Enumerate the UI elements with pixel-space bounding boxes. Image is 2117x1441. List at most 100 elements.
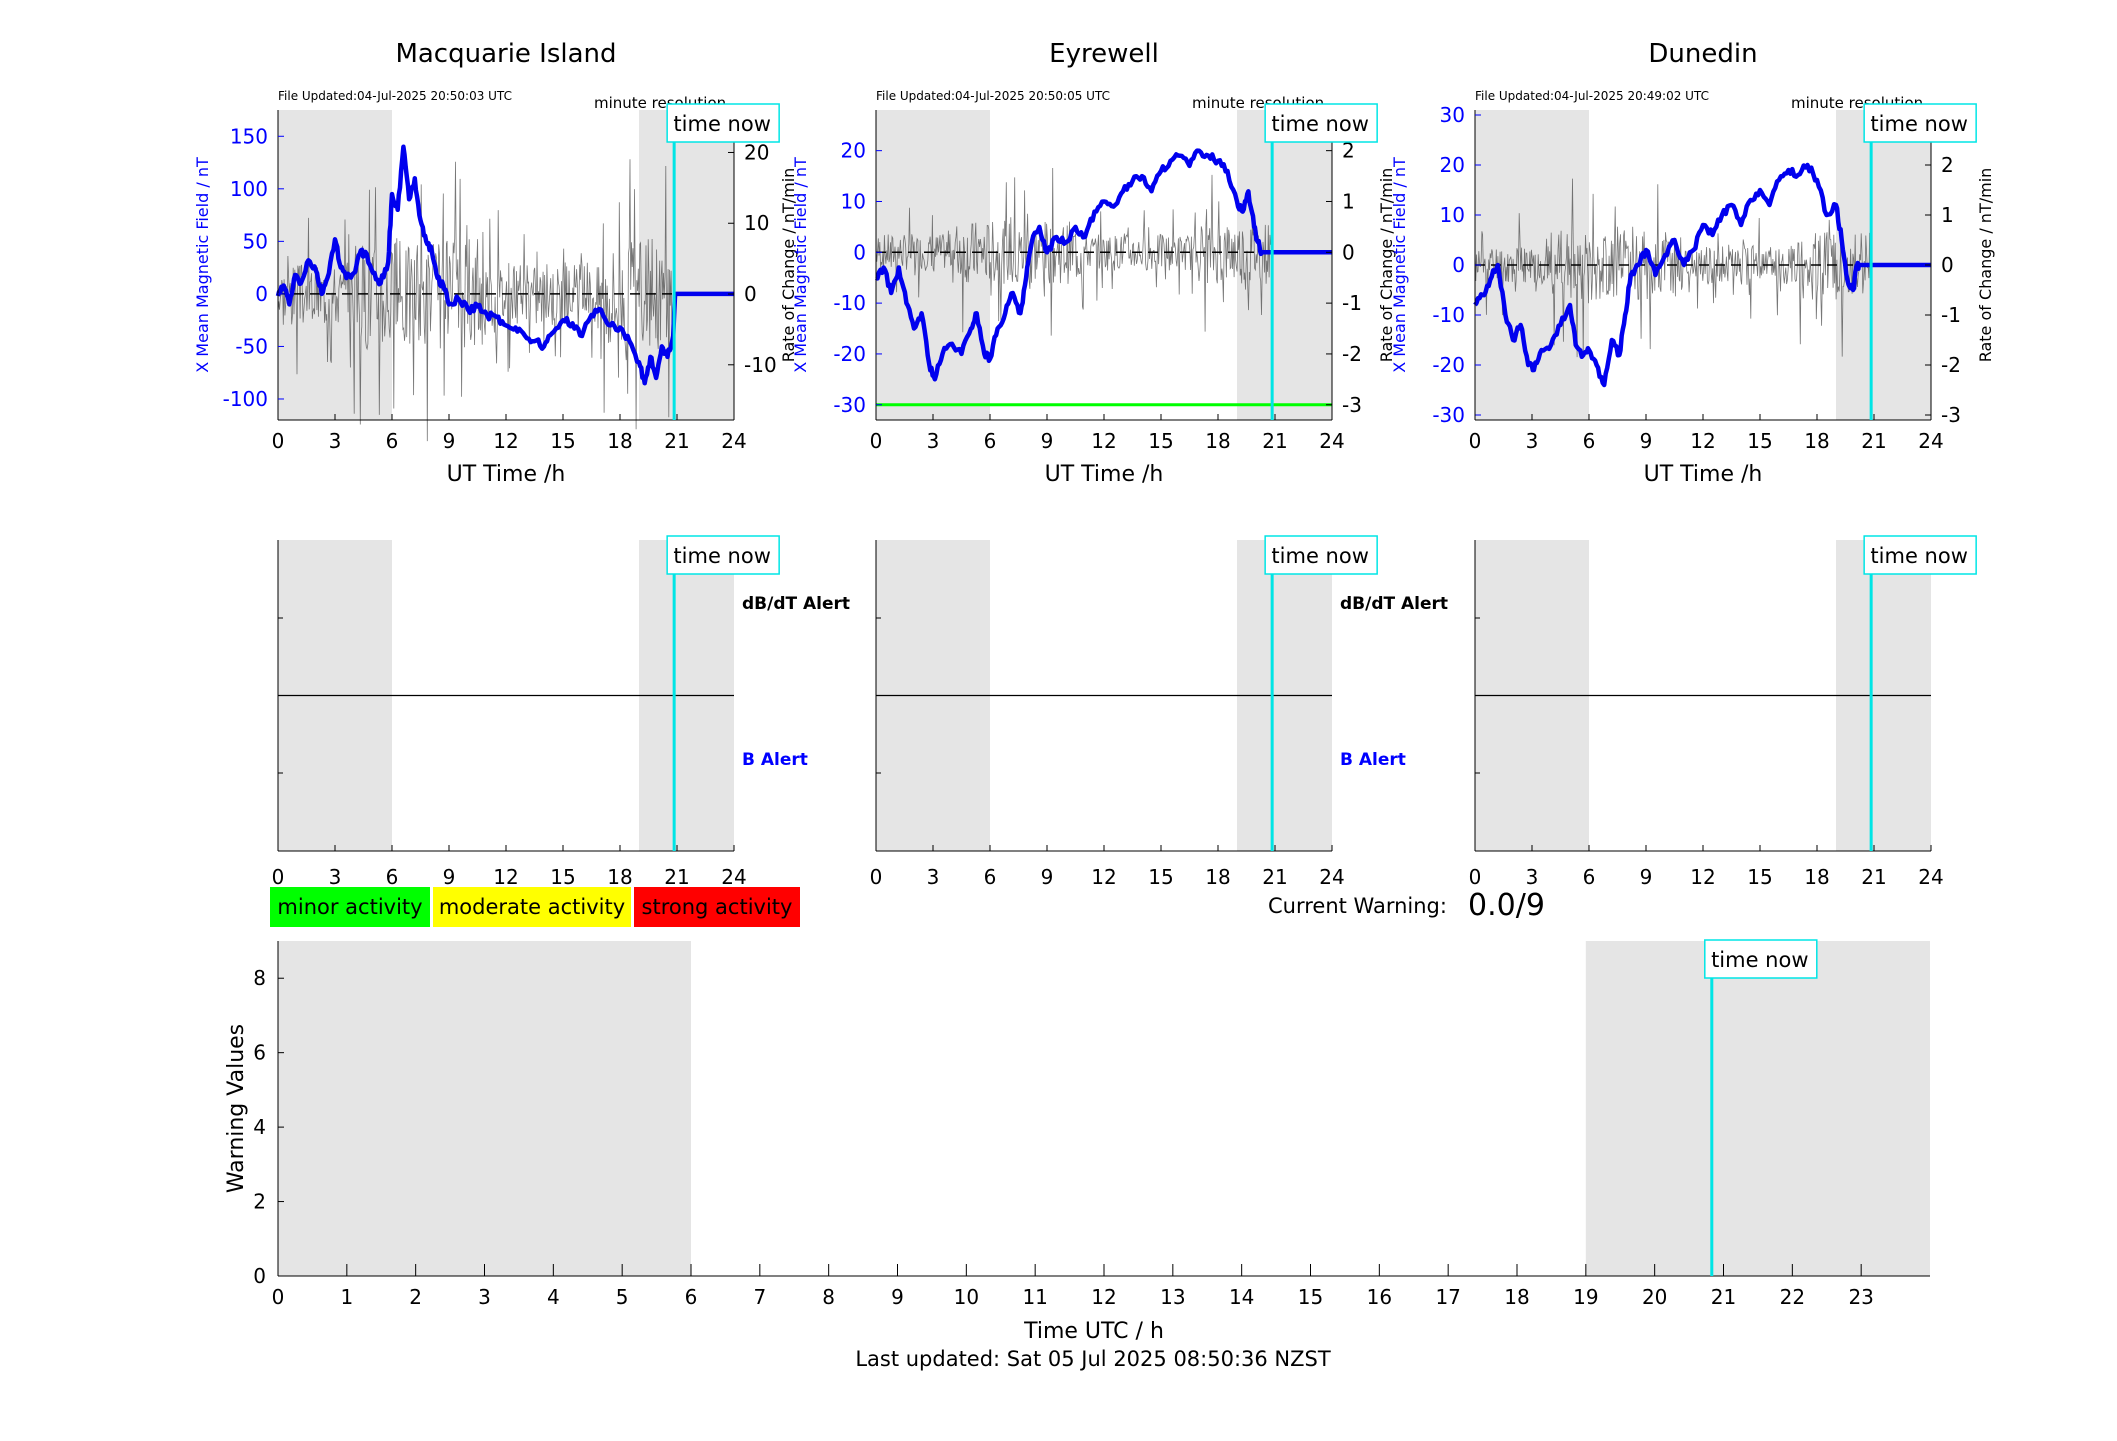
x-tick-label: 18 <box>1804 429 1829 453</box>
time-now-box <box>1264 103 1378 143</box>
right-tick-label: -1 <box>1941 303 1961 327</box>
right-tick-label: -2 <box>1941 353 1961 377</box>
x-tick-label: 12 <box>493 429 518 453</box>
x-tick-label: 12 <box>1690 429 1715 453</box>
activity-legend: minor activity moderate activity strong ac… <box>270 887 800 927</box>
x-tick-label: 24 <box>721 429 746 453</box>
right-tick-label: 2 <box>1342 139 1355 163</box>
x-tick-label: 0 <box>870 429 883 453</box>
time-now-box <box>1863 103 1977 143</box>
left-tick-label: 0 <box>1452 253 1465 277</box>
right-axis-title: Rate of Change / nT/min <box>779 168 798 363</box>
x-tick-label: 0 <box>1469 429 1482 453</box>
right-tick-label: -1 <box>1342 291 1362 315</box>
left-tick-label: -30 <box>833 393 866 417</box>
x-tick-label: 9 <box>1041 429 1054 453</box>
rate-of-change-series <box>1474 178 1872 358</box>
warning-x-tick-label: 7 <box>753 1285 766 1309</box>
warning-x-tick-label: 17 <box>1435 1285 1460 1309</box>
station-title: Eyrewell <box>1049 39 1159 69</box>
warning-x-tick-label: 18 <box>1504 1285 1529 1309</box>
right-tick-label: 1 <box>1342 189 1355 213</box>
x-tick-label: 0 <box>870 865 883 889</box>
left-tick-label: 10 <box>1440 203 1465 227</box>
x-tick-label: 18 <box>1205 865 1230 889</box>
warning-x-tick-label: 3 <box>478 1285 491 1309</box>
right-tick-label: -3 <box>1342 393 1362 417</box>
x-tick-label: 12 <box>1091 429 1116 453</box>
x-tick-label: 15 <box>1148 865 1173 889</box>
left-tick-label: -50 <box>235 334 268 358</box>
x-tick-label: 3 <box>329 865 342 889</box>
night-shade <box>278 110 392 420</box>
b-alert-label: B Alert <box>742 750 808 770</box>
night-shade <box>1585 941 1930 1276</box>
x-tick-label: 12 <box>1690 865 1715 889</box>
x-tick-label: 18 <box>607 429 632 453</box>
time-now-label: time now <box>673 544 770 568</box>
x-tick-label: 3 <box>927 429 940 453</box>
x-tick-label: 21 <box>1262 865 1287 889</box>
x-tick-label: 9 <box>443 865 456 889</box>
warning-x-tick-label: 11 <box>1022 1285 1047 1309</box>
x-tick-label: 18 <box>607 865 632 889</box>
x-tick-label: 6 <box>386 429 399 453</box>
x-tick-label: 6 <box>1583 429 1596 453</box>
night-shade <box>1237 110 1332 420</box>
warning-x-tick-label: 16 <box>1367 1285 1392 1309</box>
station-panel-dun: Dunedin File Updated:04-Jul-2025 20:49:02… <box>1390 39 1995 889</box>
warning-y-axis-title: Warning Values <box>224 1024 249 1193</box>
station-panel-eyr: Eyrewell File Updated:04-Jul-2025 20:50:0… <box>791 39 1448 889</box>
left-tick-label: -20 <box>833 342 866 366</box>
x-tick-label: 24 <box>1319 865 1344 889</box>
warning-y-tick-label: 6 <box>253 1041 266 1065</box>
warning-x-tick-label: 10 <box>954 1285 979 1309</box>
time-now-box <box>1264 535 1378 575</box>
x-tick-label: 15 <box>550 865 575 889</box>
x-magnetic-field-series <box>1473 162 1931 388</box>
x-axis-title: UT Time /h <box>1045 462 1164 487</box>
left-tick-label: 20 <box>1440 153 1465 177</box>
station-panel-mqi: Macquarie Island File Updated:04-Jul-2025… <box>193 39 850 889</box>
x-tick-label: 3 <box>1526 429 1539 453</box>
x-tick-label: 15 <box>550 429 575 453</box>
x-tick-label: 15 <box>1747 429 1772 453</box>
left-tick-label: -100 <box>223 387 268 411</box>
warning-y-tick-label: 4 <box>253 1115 266 1139</box>
x-tick-label: 3 <box>329 429 342 453</box>
x-tick-label: 15 <box>1747 865 1772 889</box>
warning-x-axis-title: Time UTC / h <box>1023 1319 1164 1344</box>
left-tick-label: 30 <box>1440 103 1465 127</box>
time-now-label: time now <box>1870 544 1967 568</box>
right-tick-label: 1 <box>1941 203 1954 227</box>
x-tick-label: 24 <box>1918 429 1943 453</box>
x-tick-label: 0 <box>272 429 285 453</box>
x-tick-label: 6 <box>386 865 399 889</box>
x-tick-label: 24 <box>721 865 746 889</box>
warning-y-tick-label: 2 <box>253 1190 266 1214</box>
time-now-box <box>666 103 780 143</box>
station-panels: Macquarie Island File Updated:04-Jul-2025… <box>193 39 1995 889</box>
legend-label-1: moderate activity <box>439 895 625 919</box>
file-updated-text: File Updated:04-Jul-2025 20:50:05 UTC <box>876 89 1110 103</box>
file-updated-text: File Updated:04-Jul-2025 20:49:02 UTC <box>1475 89 1709 103</box>
file-updated-text: File Updated:04-Jul-2025 20:50:03 UTC <box>278 89 512 103</box>
x-tick-label: 6 <box>984 865 997 889</box>
right-axis-title: Rate of Change / nT/min <box>1377 168 1396 363</box>
right-tick-label: 0 <box>1941 253 1954 277</box>
legend-swatch-2 <box>634 887 800 927</box>
warning-x-tick-label: 19 <box>1573 1285 1598 1309</box>
x-tick-label: 12 <box>1091 865 1116 889</box>
legend-swatch-0 <box>270 887 430 927</box>
x-tick-label: 21 <box>664 429 689 453</box>
warning-x-tick-label: 5 <box>616 1285 629 1309</box>
time-now-box <box>1704 939 1818 979</box>
x-tick-label: 6 <box>1583 865 1596 889</box>
x-tick-label: 18 <box>1804 865 1829 889</box>
warning-x-tick-label: 15 <box>1298 1285 1323 1309</box>
right-tick-label: 20 <box>744 140 769 164</box>
x-magnetic-field-series <box>275 144 734 386</box>
